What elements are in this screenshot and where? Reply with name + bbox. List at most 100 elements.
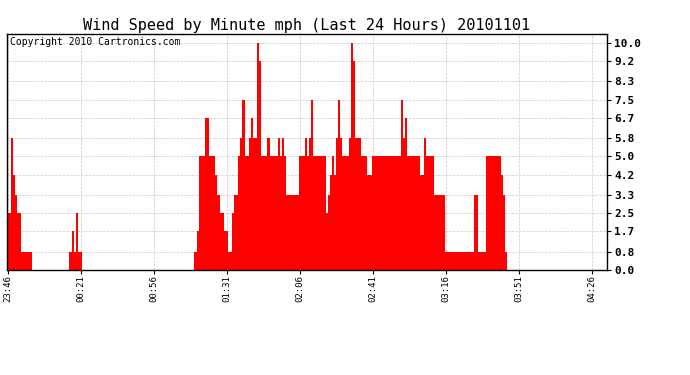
Bar	[446, 252, 448, 270]
Bar	[230, 252, 232, 270]
Bar	[466, 252, 468, 270]
Bar	[15, 195, 17, 270]
Bar	[301, 156, 303, 270]
Bar	[399, 156, 401, 270]
Bar	[440, 195, 442, 270]
Bar	[282, 138, 284, 270]
Bar	[362, 156, 364, 270]
Bar	[28, 252, 30, 270]
Bar	[448, 252, 451, 270]
Bar	[330, 175, 332, 270]
Bar	[380, 156, 382, 270]
Bar	[270, 156, 272, 270]
Bar	[232, 213, 234, 270]
Bar	[438, 195, 440, 270]
Bar	[493, 156, 495, 270]
Bar	[351, 43, 353, 270]
Bar	[199, 156, 201, 270]
Bar	[474, 195, 476, 270]
Bar	[7, 213, 9, 270]
Bar	[13, 175, 15, 270]
Bar	[276, 156, 278, 270]
Bar	[317, 156, 319, 270]
Bar	[303, 156, 305, 270]
Bar	[480, 252, 482, 270]
Bar	[11, 138, 13, 270]
Bar	[197, 231, 199, 270]
Bar	[403, 138, 405, 270]
Bar	[9, 213, 11, 270]
Bar	[250, 118, 253, 270]
Bar	[378, 156, 380, 270]
Bar	[340, 138, 342, 270]
Bar	[482, 252, 484, 270]
Bar	[364, 156, 366, 270]
Bar	[280, 156, 282, 270]
Bar	[262, 156, 264, 270]
Bar	[344, 156, 346, 270]
Bar	[322, 156, 324, 270]
Bar	[205, 118, 207, 270]
Bar	[460, 252, 462, 270]
Bar	[376, 156, 378, 270]
Bar	[386, 156, 388, 270]
Bar	[266, 156, 268, 270]
Bar	[213, 156, 215, 270]
Bar	[444, 252, 446, 270]
Bar	[219, 213, 221, 270]
Bar	[70, 252, 72, 270]
Bar	[26, 252, 28, 270]
Bar	[424, 138, 426, 270]
Bar	[195, 252, 197, 270]
Bar	[491, 156, 493, 270]
Bar	[413, 156, 415, 270]
Bar	[319, 156, 322, 270]
Bar	[359, 138, 362, 270]
Bar	[478, 252, 480, 270]
Bar	[393, 156, 395, 270]
Bar	[357, 138, 359, 270]
Bar	[238, 156, 240, 270]
Bar	[290, 195, 293, 270]
Bar	[401, 100, 403, 270]
Bar	[451, 252, 453, 270]
Bar	[215, 175, 217, 270]
Bar	[503, 195, 505, 270]
Bar	[462, 252, 464, 270]
Bar	[209, 156, 211, 270]
Bar	[434, 195, 436, 270]
Bar	[17, 213, 19, 270]
Bar	[80, 252, 82, 270]
Bar	[334, 175, 336, 270]
Bar	[248, 138, 250, 270]
Bar	[417, 156, 420, 270]
Bar	[272, 156, 274, 270]
Bar	[201, 156, 203, 270]
Bar	[455, 252, 457, 270]
Bar	[224, 231, 226, 270]
Bar	[355, 138, 357, 270]
Bar	[411, 156, 413, 270]
Bar	[420, 175, 422, 270]
Bar	[368, 175, 370, 270]
Bar	[405, 118, 407, 270]
Bar	[388, 156, 391, 270]
Bar	[472, 252, 474, 270]
Bar	[244, 156, 246, 270]
Bar	[203, 156, 205, 270]
Bar	[72, 231, 74, 270]
Bar	[484, 252, 486, 270]
Bar	[372, 156, 374, 270]
Bar	[299, 156, 301, 270]
Bar	[309, 138, 311, 270]
Bar	[366, 156, 368, 270]
Bar	[442, 195, 444, 270]
Bar	[395, 156, 397, 270]
Bar	[226, 231, 228, 270]
Bar	[76, 213, 78, 270]
Bar	[501, 175, 503, 270]
Bar	[428, 156, 430, 270]
Title: Wind Speed by Minute mph (Last 24 Hours) 20101101: Wind Speed by Minute mph (Last 24 Hours)…	[83, 18, 531, 33]
Bar	[430, 156, 432, 270]
Bar	[217, 195, 219, 270]
